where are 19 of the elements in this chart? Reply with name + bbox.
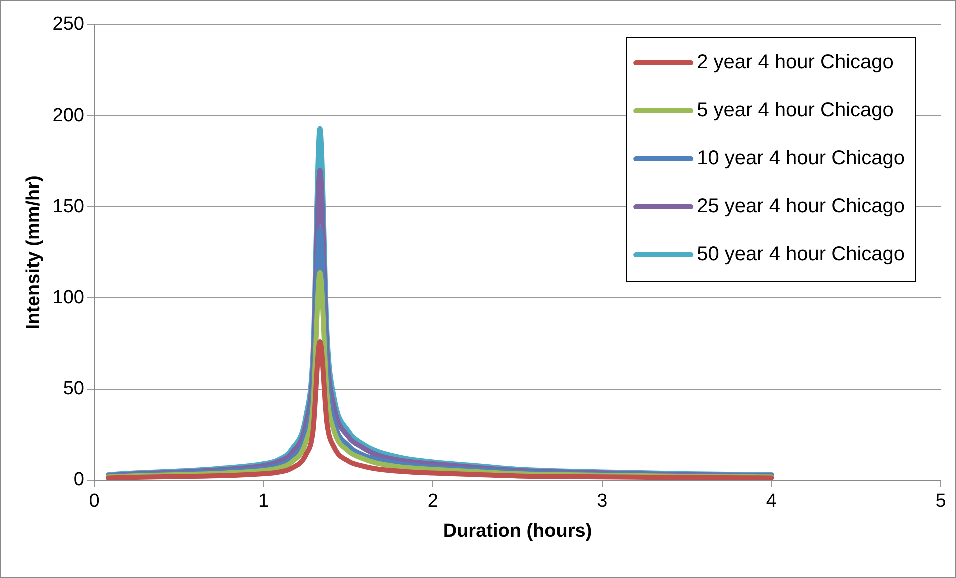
legend-label: 50 year 4 hour Chicago <box>697 244 906 266</box>
y-tick-label: 50 <box>63 378 84 400</box>
x-tick-label: 4 <box>766 491 778 512</box>
legend-label: 5 year 4 hour Chicago <box>697 100 894 122</box>
y-tick-label: 150 <box>52 196 84 218</box>
x-tick-label: 3 <box>597 491 608 512</box>
y-axis-title: Intensity (mm/hr) <box>24 176 45 330</box>
x-tick-label: 1 <box>258 491 270 512</box>
legend-label: 25 year 4 hour Chicago <box>697 196 906 218</box>
y-tick-label: 100 <box>52 287 84 308</box>
y-tick-label: 200 <box>52 105 84 126</box>
y-tick-label: 0 <box>74 470 84 491</box>
y-tick-label: 250 <box>52 14 84 36</box>
x-tick-label: 0 <box>89 491 100 512</box>
x-tick-label: 5 <box>936 491 946 512</box>
legend-label: 10 year 4 hour Chicago <box>697 148 906 170</box>
x-axis-title: Duration (hours) <box>443 520 592 542</box>
x-tick-label: 2 <box>428 491 438 512</box>
legend-label: 2 year 4 hour Chicago <box>697 52 894 74</box>
